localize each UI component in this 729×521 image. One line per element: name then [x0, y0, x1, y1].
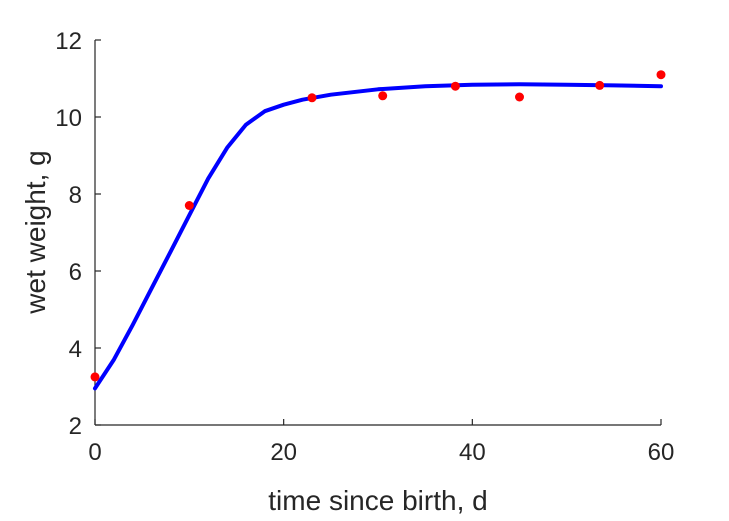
- x-axis-label: time since birth, d: [268, 485, 487, 516]
- series-layer: [90, 70, 666, 391]
- y-tick-label: 10: [55, 105, 82, 132]
- y-tick-label: 2: [69, 413, 82, 440]
- data-point: [515, 92, 524, 102]
- data-point: [450, 81, 460, 91]
- y-tick-label: 12: [55, 28, 82, 55]
- x-tick-label: 0: [88, 439, 101, 466]
- y-axis-label: wet weight, g: [20, 150, 51, 314]
- data-point: [307, 93, 317, 103]
- data-point: [378, 91, 388, 101]
- axes: [94, 40, 661, 426]
- data-point: [90, 372, 100, 382]
- data-point: [595, 80, 605, 90]
- y-tick-label: 4: [69, 336, 82, 363]
- ticks: 0 20 40 60 2 4 6 8 10 12: [55, 28, 674, 466]
- x-tick-label: 60: [648, 439, 675, 466]
- y-tick-label: 6: [69, 259, 82, 286]
- data-point: [184, 201, 194, 210]
- x-tick-label: 20: [270, 439, 297, 466]
- data-point: [656, 70, 666, 80]
- y-tick-label: 8: [69, 182, 82, 209]
- series-line: [93, 82, 663, 391]
- x-tick-label: 40: [459, 439, 486, 466]
